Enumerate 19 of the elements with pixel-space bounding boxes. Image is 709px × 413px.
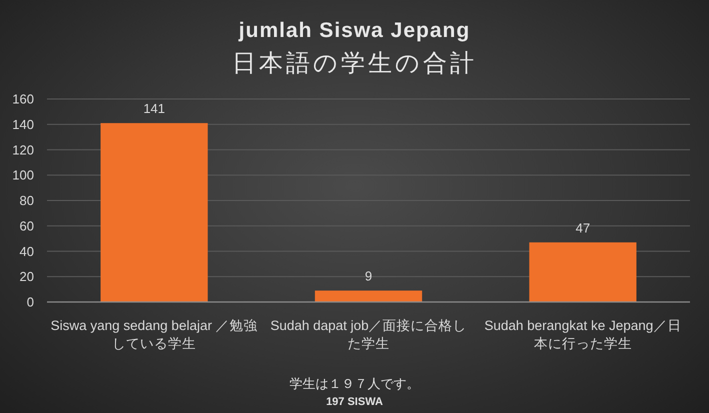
- y-tick-label: 80: [20, 193, 34, 208]
- y-tick-label: 40: [20, 244, 34, 259]
- text: 197 SISWA: [326, 396, 383, 408]
- data-label: 47: [576, 220, 590, 236]
- y-tick-label: 120: [12, 142, 34, 158]
- y-tick-label: 100: [12, 168, 34, 183]
- x-tick-label: Sudah berangkat ke Jepang／日本に行った学生: [484, 318, 682, 351]
- data-label: 141: [143, 101, 166, 116]
- y-tick-label: 0: [26, 294, 34, 310]
- y-tick-label: 140: [12, 116, 34, 132]
- text: 学生は１９７人です。: [290, 376, 420, 391]
- y-tick-label: 60: [20, 218, 34, 234]
- data-label: 9: [364, 268, 372, 284]
- chart-subtitle: 日本語の学生の合計: [232, 50, 477, 77]
- x-tick-label: Sudah dapat job／面接に合格した学生: [270, 318, 467, 351]
- y-tick-label: 160: [12, 92, 34, 106]
- chart-title: jumlah Siswa Jepang: [238, 19, 470, 42]
- y-tick-label: 20: [20, 269, 34, 284]
- x-tick-label: Siswa yang sedang belajar ／勉強している学生: [50, 318, 258, 351]
